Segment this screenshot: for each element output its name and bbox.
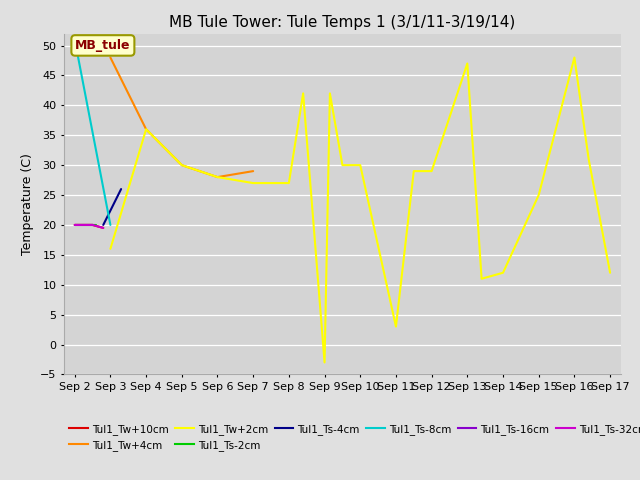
Text: MB_tule: MB_tule [75,39,131,52]
Y-axis label: Temperature (C): Temperature (C) [21,153,35,255]
Title: MB Tule Tower: Tule Temps 1 (3/1/11-3/19/14): MB Tule Tower: Tule Temps 1 (3/1/11-3/19… [169,15,516,30]
Legend: Tul1_Tw+10cm, Tul1_Tw+4cm, Tul1_Tw+2cm, Tul1_Ts-2cm, Tul1_Ts-4cm, Tul1_Ts-8cm, T: Tul1_Tw+10cm, Tul1_Tw+4cm, Tul1_Tw+2cm, … [69,424,640,451]
